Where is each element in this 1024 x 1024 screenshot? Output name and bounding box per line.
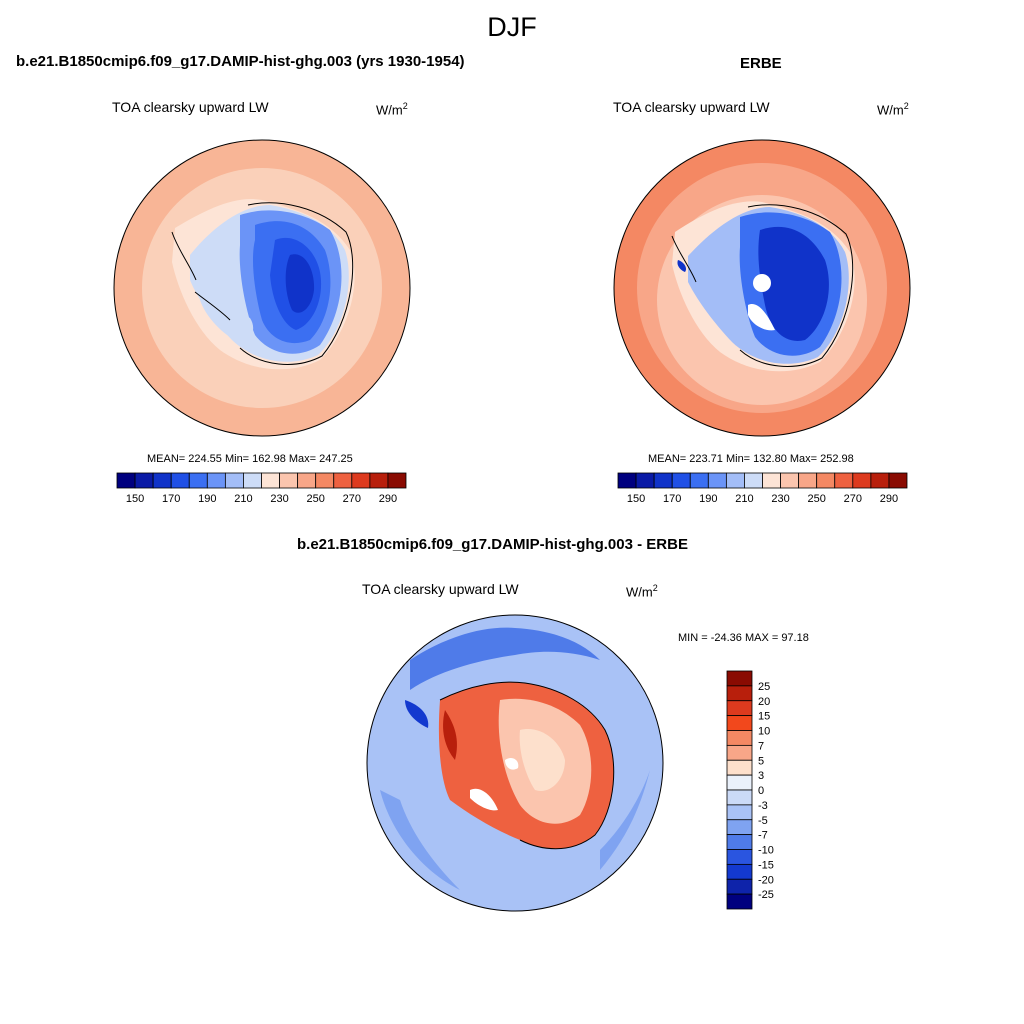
obs-colorbar-swatch bbox=[744, 472, 763, 489]
obs-colorbar-swatch bbox=[888, 472, 908, 489]
obs-field bbox=[614, 140, 910, 436]
obs-colorbar-swatch bbox=[762, 472, 781, 489]
obs-colorbar-swatch bbox=[870, 472, 890, 489]
model-colorbar-label: 150 bbox=[126, 493, 144, 505]
diff-colorbar-swatch bbox=[726, 834, 753, 850]
obs-colorbar-swatch bbox=[653, 472, 673, 489]
diff-colorbar-label: 7 bbox=[758, 740, 764, 752]
model-colorbar-label: 230 bbox=[270, 493, 288, 505]
model-colorbar-swatch bbox=[315, 472, 335, 489]
season-title: DJF bbox=[487, 12, 537, 42]
model-colorbar-swatch bbox=[279, 472, 299, 489]
obs-variable-label: TOA clearsky upward LW bbox=[613, 99, 770, 115]
diff-stats: MIN = -24.36 MAX = 97.18 bbox=[678, 632, 809, 644]
obs-colorbar-label: 230 bbox=[771, 493, 789, 505]
diff-colorbar-label: -20 bbox=[758, 874, 774, 886]
diff-colorbar: 25 20 15 10 7 5 3 0 -3 -5 -7 -10 -15 -20 -25 bbox=[726, 670, 774, 910]
model-variable-label: TOA clearsky upward LW bbox=[112, 99, 269, 115]
diff-field bbox=[367, 615, 663, 911]
model-colorbar-label: 270 bbox=[343, 493, 361, 505]
diff-colorbar-label: 3 bbox=[758, 770, 764, 782]
obs-units-label: W/m2 bbox=[877, 101, 909, 118]
obs-colorbar-label: 250 bbox=[808, 493, 826, 505]
diff-colorbar-swatch bbox=[726, 804, 753, 821]
diff-panel-title: b.e21.B1850cmip6.f09_g17.DAMIP-hist-ghg.… bbox=[297, 536, 688, 553]
model-colorbar-swatch bbox=[261, 472, 280, 489]
model-stats: MEAN= 224.55 Min= 162.98 Max= 247.25 bbox=[147, 453, 353, 465]
obs-colorbar-label: 270 bbox=[844, 493, 862, 505]
model-colorbar-swatch bbox=[297, 472, 317, 489]
obs-colorbar-swatch bbox=[798, 472, 818, 489]
obs-colorbar-swatch bbox=[707, 472, 727, 489]
diff-colorbar-label: -5 bbox=[758, 815, 768, 827]
obs-colorbar: 150 170 190 210 230 250 270 290 bbox=[617, 472, 908, 505]
obs-colorbar-label: 190 bbox=[699, 493, 717, 505]
diff-colorbar-swatch bbox=[726, 863, 753, 880]
diff-colorbar-swatch bbox=[726, 878, 753, 895]
obs-colorbar-swatch bbox=[780, 472, 800, 489]
diff-colorbar-label: -7 bbox=[758, 830, 768, 842]
model-colorbar-swatch bbox=[152, 472, 172, 489]
obs-colorbar-swatch bbox=[725, 472, 745, 489]
model-colorbar-swatch bbox=[387, 472, 407, 489]
obs-colorbar-swatch bbox=[689, 472, 709, 489]
diff-colorbar-label: 5 bbox=[758, 755, 764, 767]
obs-panel-title: ERBE bbox=[740, 55, 782, 72]
obs-colorbar-swatch bbox=[671, 472, 691, 489]
diff-colorbar-swatch bbox=[726, 670, 753, 687]
diff-units-label: W/m2 bbox=[626, 583, 658, 600]
model-colorbar-swatch bbox=[170, 472, 190, 489]
obs-colorbar-swatch bbox=[834, 472, 854, 489]
obs-colorbar-label: 210 bbox=[735, 493, 753, 505]
diff-colorbar-swatch bbox=[726, 893, 753, 910]
obs-colorbar-label: 290 bbox=[880, 493, 898, 505]
model-colorbar-label: 290 bbox=[379, 493, 397, 505]
model-colorbar-swatch bbox=[134, 472, 154, 489]
diff-colorbar-swatch bbox=[726, 700, 753, 717]
diff-colorbar-label: 20 bbox=[758, 696, 770, 708]
obs-colorbar-label: 170 bbox=[663, 493, 681, 505]
diff-colorbar-label: -10 bbox=[758, 845, 774, 857]
obs-colorbar-swatch bbox=[617, 472, 637, 489]
diff-colorbar-swatch bbox=[726, 819, 753, 836]
diff-colorbar-swatch bbox=[726, 774, 753, 791]
model-panel-title: b.e21.B1850cmip6.f09_g17.DAMIP-hist-ghg.… bbox=[16, 53, 465, 70]
model-colorbar-swatch bbox=[224, 472, 244, 489]
model-colorbar-swatch bbox=[188, 472, 208, 489]
diff-colorbar-swatch bbox=[726, 759, 753, 776]
diff-colorbar-swatch bbox=[726, 715, 753, 731]
obs-colorbar-swatch bbox=[816, 472, 836, 489]
obs-colorbar-swatch bbox=[852, 472, 872, 489]
model-colorbar-label: 250 bbox=[307, 493, 325, 505]
diff-colorbar-label: -25 bbox=[758, 889, 774, 901]
diff-colorbar-label: 0 bbox=[758, 785, 764, 797]
obs-stats: MEAN= 223.71 Min= 132.80 Max= 252.98 bbox=[648, 453, 854, 465]
diff-colorbar-label: 15 bbox=[758, 711, 770, 723]
obs-colorbar-swatch bbox=[635, 472, 655, 489]
model-colorbar-swatch bbox=[369, 472, 389, 489]
diff-variable-label: TOA clearsky upward LW bbox=[362, 581, 519, 597]
model-colorbar: 150 170 190 210 230 250 270 290 bbox=[116, 472, 407, 505]
diff-colorbar-label: -3 bbox=[758, 800, 768, 812]
diff-colorbar-swatch bbox=[726, 730, 753, 746]
model-colorbar-swatch bbox=[333, 472, 353, 489]
diff-colorbar-label: 10 bbox=[758, 726, 770, 738]
model-colorbar-label: 170 bbox=[162, 493, 180, 505]
model-colorbar-swatch bbox=[206, 472, 226, 489]
diff-colorbar-swatch bbox=[726, 849, 753, 865]
model-field bbox=[114, 140, 410, 436]
diff-colorbar-swatch bbox=[726, 685, 753, 702]
diff-colorbar-label: -15 bbox=[758, 859, 774, 871]
diff-colorbar-label: 25 bbox=[758, 681, 770, 693]
model-colorbar-swatch bbox=[351, 472, 371, 489]
model-colorbar-label: 190 bbox=[198, 493, 216, 505]
model-colorbar-label: 210 bbox=[234, 493, 252, 505]
obs-colorbar-label: 150 bbox=[627, 493, 645, 505]
diff-colorbar-swatch bbox=[726, 744, 753, 761]
model-units-label: W/m2 bbox=[376, 101, 408, 118]
model-colorbar-swatch bbox=[243, 472, 262, 489]
model-colorbar-swatch bbox=[116, 472, 136, 489]
diff-colorbar-swatch bbox=[726, 789, 753, 806]
